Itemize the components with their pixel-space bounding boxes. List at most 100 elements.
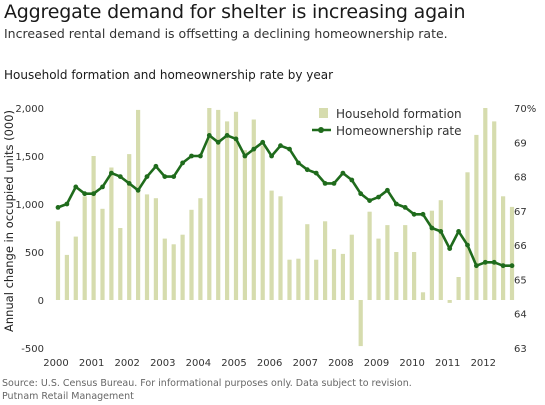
- bar-household-formation: [394, 252, 399, 300]
- bar-household-formation: [162, 238, 167, 300]
- legend-label-household-formation: Household formation: [336, 107, 462, 121]
- bar-household-formation: [287, 259, 292, 300]
- x-tick-label: 2008: [328, 358, 353, 369]
- bar-household-formation: [323, 221, 328, 300]
- x-tick-label: 2000: [43, 358, 68, 369]
- bar-household-formation: [242, 150, 247, 300]
- bar-household-formation: [385, 225, 390, 300]
- bar-household-formation: [278, 196, 283, 300]
- point-homeownership-rate: [304, 167, 310, 173]
- point-homeownership-rate: [91, 191, 96, 197]
- homeownership-rate-line: [55, 133, 515, 269]
- bar-household-formation: [127, 154, 132, 300]
- point-homeownership-rate: [198, 153, 203, 159]
- right-tick-label: 66: [514, 241, 527, 252]
- point-homeownership-rate: [135, 187, 141, 193]
- point-homeownership-rate: [117, 174, 123, 180]
- point-homeownership-rate: [153, 163, 159, 169]
- x-tick-label: 2007: [293, 358, 318, 369]
- left-tick-label: 500: [25, 248, 44, 259]
- point-homeownership-rate: [447, 246, 453, 252]
- point-homeownership-rate: [215, 139, 221, 145]
- bar-household-formation: [465, 172, 470, 300]
- x-tick-label: 2004: [186, 358, 211, 369]
- x-tick-label: 2002: [114, 358, 139, 369]
- x-tick-label: 2012: [471, 358, 496, 369]
- point-homeownership-rate: [465, 242, 470, 248]
- point-homeownership-rate: [429, 225, 435, 231]
- bar-household-formation: [349, 234, 354, 300]
- bar-household-formation: [82, 196, 87, 300]
- legend-label-homeownership-rate: Homeownership rate: [336, 124, 462, 138]
- point-homeownership-rate: [367, 198, 372, 204]
- point-homeownership-rate: [171, 174, 177, 180]
- point-homeownership-rate: [296, 160, 301, 166]
- bar-household-formation: [269, 190, 274, 300]
- point-homeownership-rate: [474, 263, 479, 269]
- right-tick-label: 69: [514, 138, 527, 149]
- x-tick-label: 2011: [435, 358, 460, 369]
- point-homeownership-rate: [509, 263, 515, 269]
- left-tick-label: -500: [21, 344, 44, 355]
- point-homeownership-rate: [349, 177, 355, 183]
- point-homeownership-rate: [482, 259, 488, 265]
- bar-household-formation: [358, 300, 363, 347]
- point-homeownership-rate: [456, 229, 461, 234]
- point-homeownership-rate: [385, 187, 390, 193]
- x-tick-label: 2006: [257, 358, 282, 369]
- point-homeownership-rate: [180, 160, 186, 166]
- bar-household-formation: [118, 228, 123, 300]
- bar-household-formation: [153, 198, 158, 300]
- bar-household-formation: [305, 224, 310, 300]
- point-homeownership-rate: [358, 191, 364, 197]
- point-homeownership-rate: [55, 205, 61, 210]
- point-homeownership-rate: [162, 174, 168, 180]
- left-tick-label: 0: [38, 296, 44, 307]
- y-axis-label: Annual change in occupied units (000): [2, 110, 16, 332]
- x-tick-label: 2005: [221, 358, 246, 369]
- bar-household-formation: [474, 134, 479, 300]
- homeownership-rate-path: [57, 134, 512, 268]
- bar-household-formation: [100, 208, 105, 300]
- bar-household-formation: [367, 211, 372, 300]
- point-homeownership-rate: [242, 153, 248, 159]
- bar-household-formation: [260, 145, 265, 300]
- point-homeownership-rate: [100, 184, 105, 190]
- right-tick-label: 68: [514, 173, 527, 184]
- right-tick-label: 67: [514, 207, 527, 218]
- bar-household-formation: [251, 119, 256, 300]
- point-homeownership-rate: [438, 229, 444, 234]
- point-homeownership-rate: [82, 191, 88, 197]
- page-title: Aggregate demand for shelter is increasi…: [4, 1, 466, 23]
- point-homeownership-rate: [233, 136, 239, 142]
- source-note: Source: U.S. Census Bureau. For informat…: [2, 378, 412, 389]
- bar-household-formation: [225, 121, 230, 301]
- bar-household-formation: [144, 194, 150, 300]
- point-homeownership-rate: [393, 201, 399, 207]
- x-tick-label: 2001: [79, 358, 104, 369]
- bar-household-formation: [136, 109, 141, 301]
- bar-household-formation: [376, 238, 381, 300]
- bar-household-formation: [180, 234, 185, 300]
- point-homeownership-rate: [331, 181, 337, 186]
- bar-household-formation: [420, 292, 426, 300]
- right-tick-label: 65: [514, 275, 527, 286]
- bar-household-formation: [189, 209, 194, 300]
- bar-household-formation: [331, 249, 337, 300]
- point-homeownership-rate: [73, 184, 79, 190]
- bar-household-formation: [233, 111, 239, 300]
- bar-household-formation: [438, 200, 443, 300]
- point-homeownership-rate: [340, 170, 346, 176]
- x-tick-label: 2010: [399, 358, 424, 369]
- page-subtitle: Increased rental demand is offsetting a …: [4, 26, 448, 41]
- bar-household-formation: [171, 244, 176, 300]
- bar-household-formation: [91, 156, 96, 300]
- legend-marker-homeownership-rate: [318, 127, 324, 133]
- bar-household-formation: [207, 108, 212, 300]
- point-homeownership-rate: [411, 211, 417, 217]
- bar-household-formation: [55, 221, 61, 300]
- right-tick-label: 70%: [514, 104, 536, 115]
- point-homeownership-rate: [322, 181, 328, 186]
- point-homeownership-rate: [402, 205, 408, 210]
